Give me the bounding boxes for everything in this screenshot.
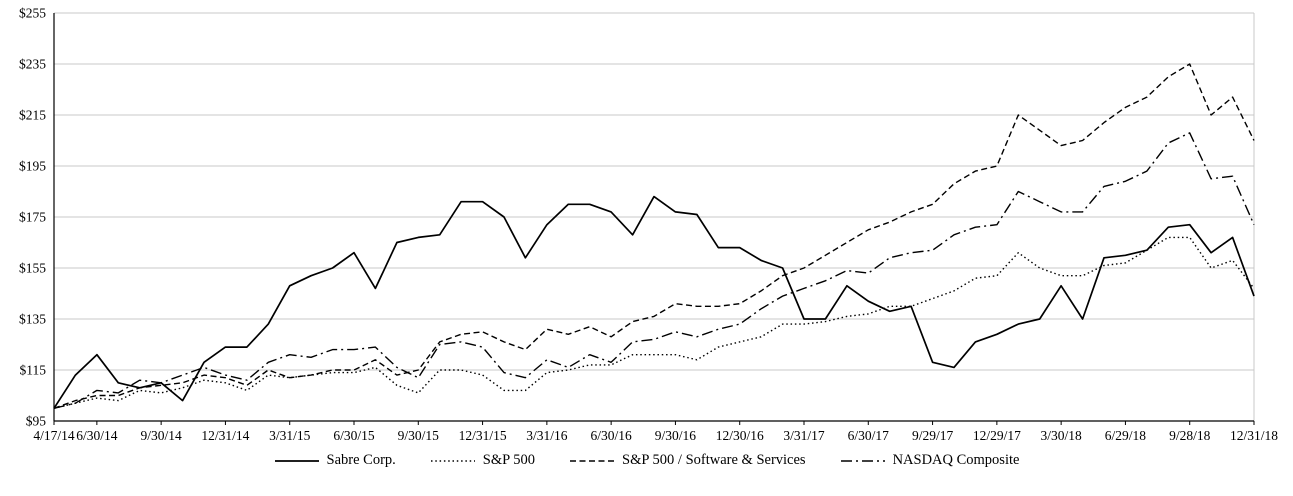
y-tick-label-255: $255 [19,6,46,21]
x-tick-label-6-30-16: 6/30/16 [591,428,633,443]
x-tick-label-9-28-18: 9/28/18 [1169,428,1211,443]
y-tick-label-215: $215 [19,108,46,123]
legend-label-s-p-500-software-services: S&P 500 / Software & Services [622,452,806,468]
y-tick-label-135: $135 [19,312,46,327]
legend-line-sample-s-p-500 [430,459,475,462]
x-tick-label-12-31-14: 12/31/14 [201,428,249,443]
y-tick-label-175: $175 [19,210,46,225]
y-tick-label-235: $235 [19,57,46,72]
x-tick-label-9-30-16: 9/30/16 [655,428,697,443]
x-tick-label-6-29-18: 6/29/18 [1105,428,1147,443]
y-tick-label-195: $195 [19,159,46,174]
y-tick-label-95: $95 [26,414,47,429]
series-line-s-p-500-software-services [53,63,1255,409]
x-tick-label-6-30-14: 6/30/14 [76,428,118,443]
legend-item-s-p-500: S&P 500 [430,452,535,469]
x-tick-label-3-31-17: 3/31/17 [783,428,825,443]
legend-label-s-p-500: S&P 500 [482,452,536,468]
x-tick-label-9-30-14: 9/30/14 [141,428,183,443]
x-tick-label-12-29-17: 12/29/17 [973,428,1021,443]
chart-legend: Sabre Corp. S&P 500 S&P 500 / Software & S… [0,452,1293,469]
series-line-sabre-corp [53,195,1255,409]
series-line-nasdaq-composite [53,132,1255,409]
x-tick-label-3-30-18: 3/30/18 [1041,428,1083,443]
legend-line-sample-sabre-corp [274,459,319,462]
legend-label-nasdaq-composite: NASDAQ Composite [892,452,1020,468]
legend-item-nasdaq-composite: NASDAQ Composite [840,452,1020,469]
legend-line-sample-s-p-500-software-services [570,459,615,462]
legend-item-s-p-500-software-services: S&P 500 / Software & Services [569,452,806,469]
legend-line-sample-nasdaq-composite [840,459,885,462]
x-tick-label-9-29-17: 9/29/17 [912,428,954,443]
performance-chart-svg: $95 $115 $135 $155 $175 $195 $215 $235 $255 4/17/… [19,6,1278,443]
x-tick-label-12-31-18: 12/31/18 [1230,428,1278,443]
x-tick-label-3-31-15: 3/31/15 [269,428,311,443]
y-tick-label-115: $115 [20,363,47,378]
legend-label-sabre-corp: Sabre Corp. [326,452,396,468]
x-tick-label-6-30-17: 6/30/17 [848,428,890,443]
y-tick-label-155: $155 [19,261,46,276]
x-tick-label-3-31-16: 3/31/16 [526,428,568,443]
legend-item-sabre-corp: Sabre Corp. [274,452,396,469]
x-tick-label-4-17-14: 4/17/14 [33,428,75,443]
x-tick-label-12-31-15: 12/31/15 [459,428,507,443]
x-tick-label-9-30-15: 9/30/15 [398,428,440,443]
x-tick-label-6-30-15: 6/30/15 [333,428,375,443]
x-tick-label-12-30-16: 12/30/16 [716,428,764,443]
series-line-s-p-500 [53,236,1255,409]
